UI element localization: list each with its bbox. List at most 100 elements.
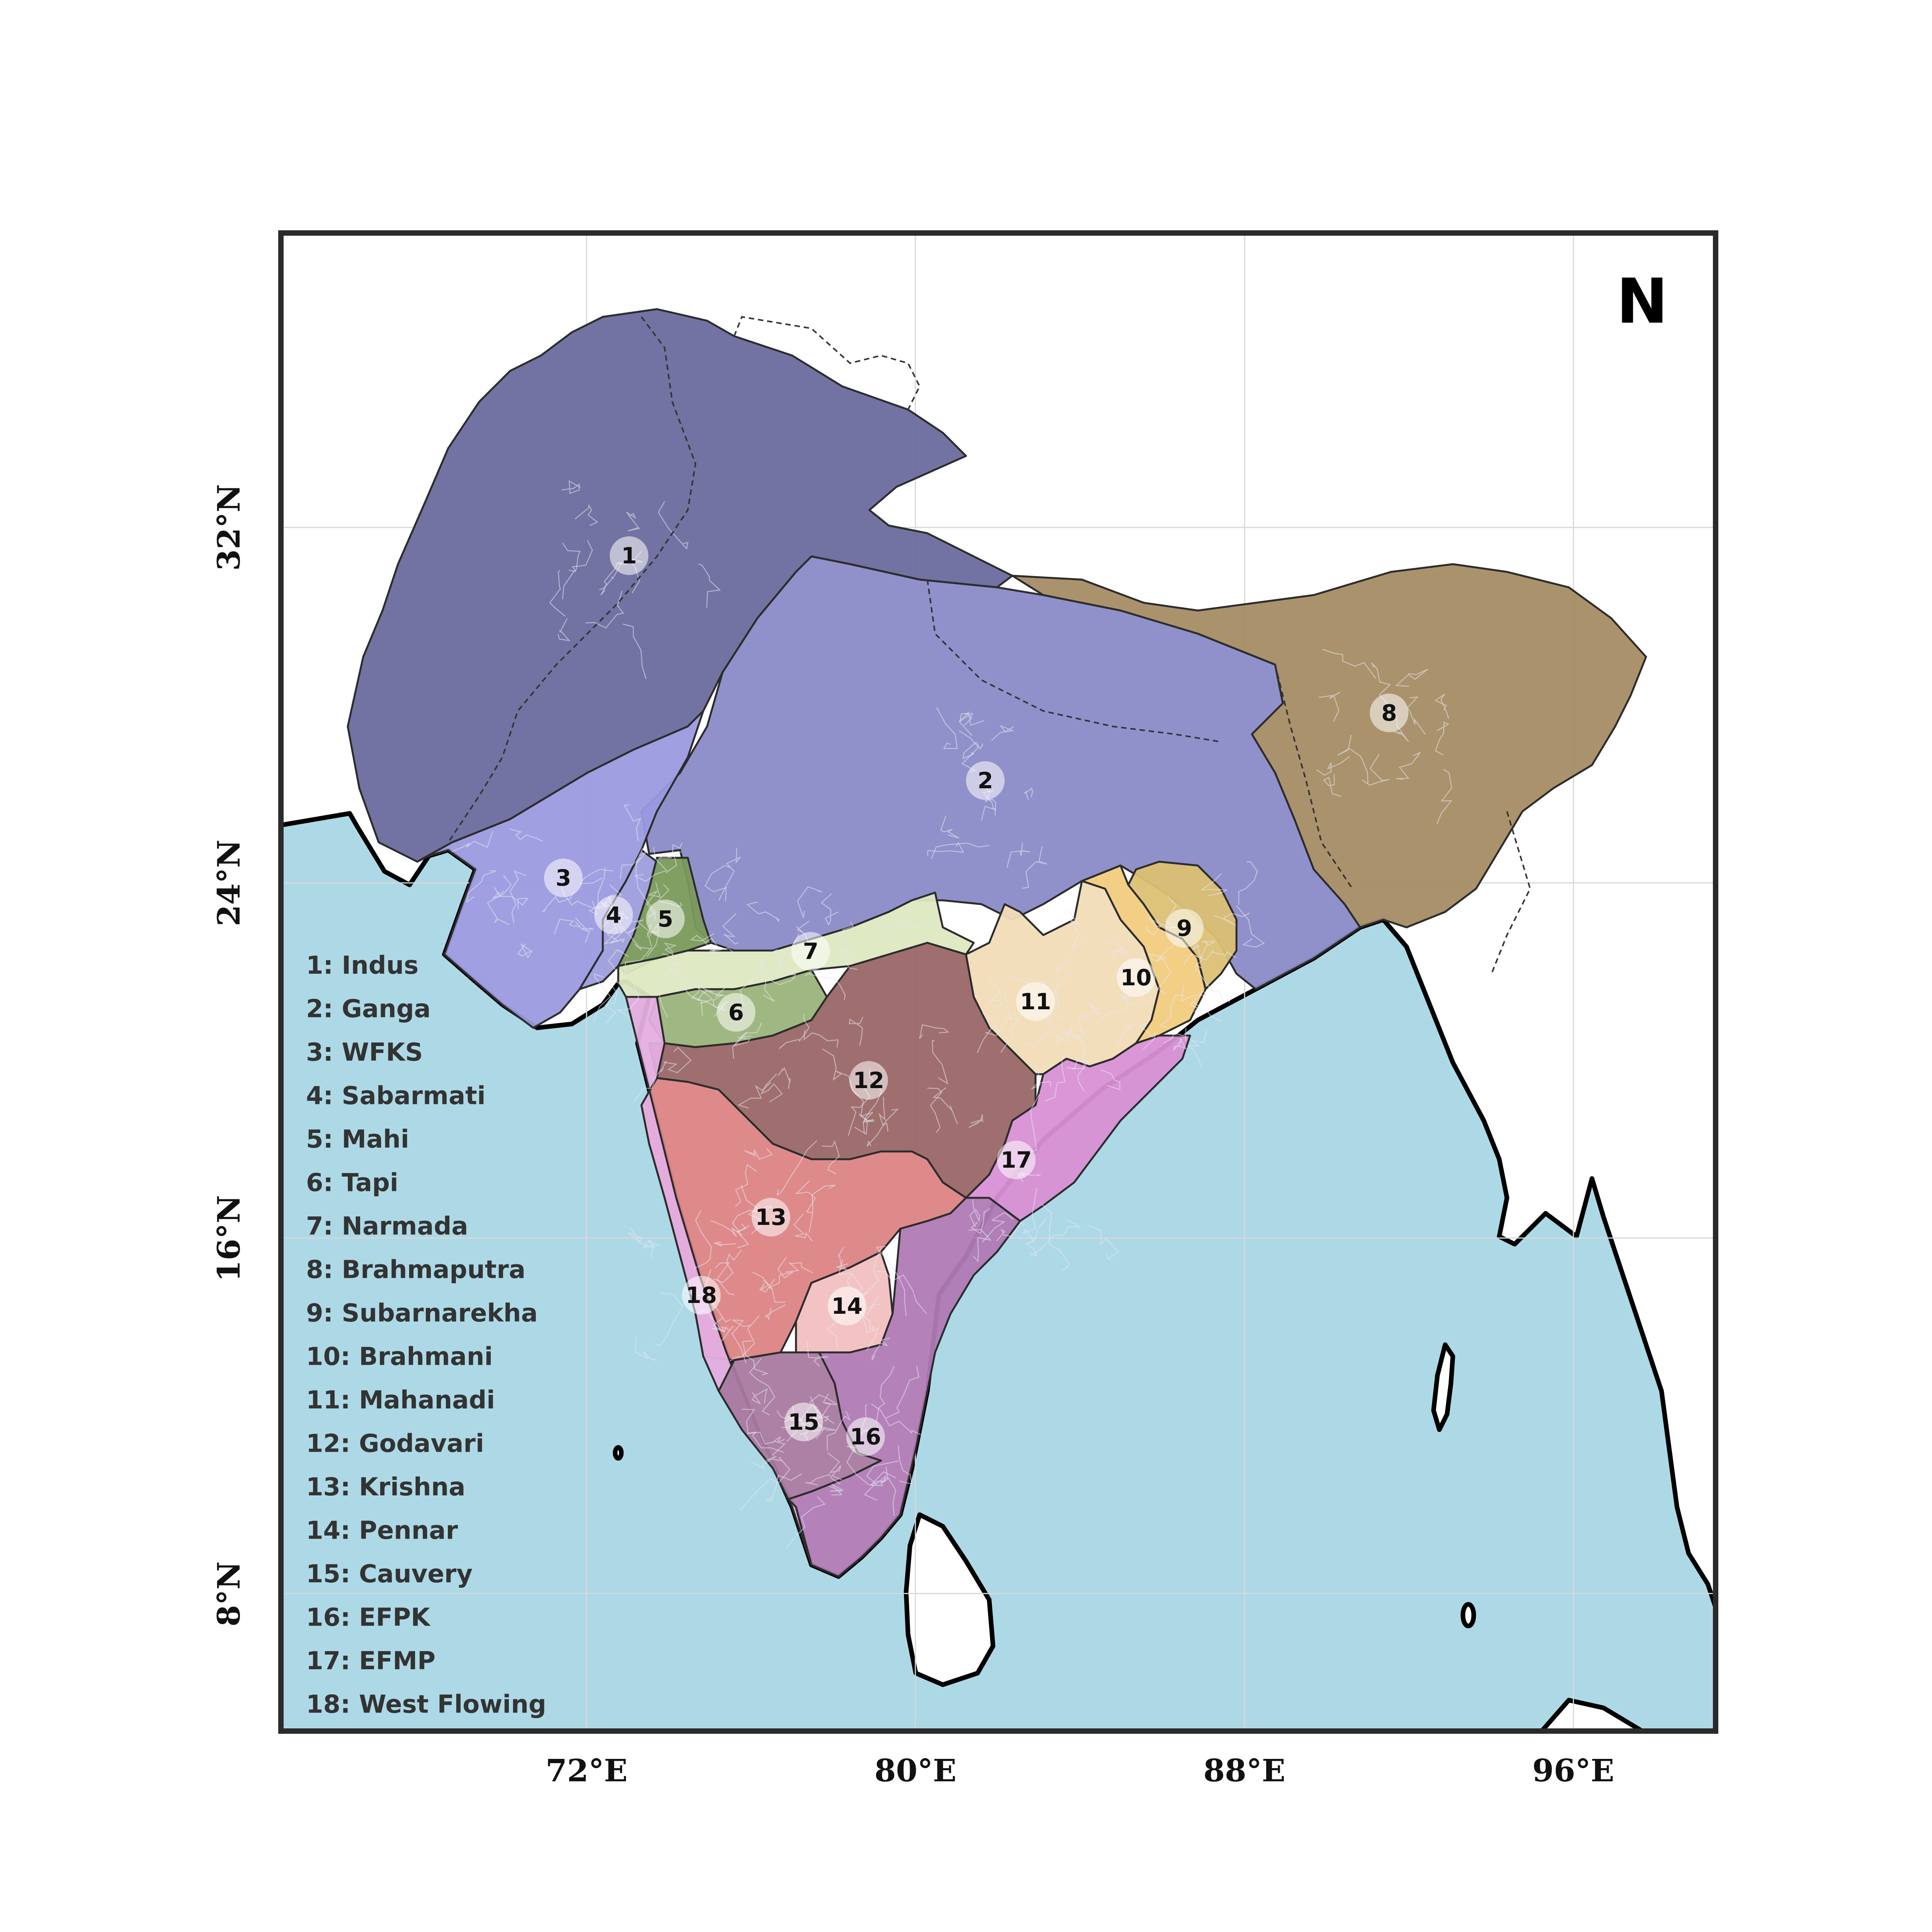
basin-marker-circle-8 [1370,694,1408,732]
river-line [849,1017,864,1046]
river-line [1362,754,1390,786]
river-line [705,937,740,959]
basin-marker-16: 16 [846,1417,885,1456]
river-line [732,1023,762,1059]
basin-marker-6: 6 [717,993,755,1032]
river-line [1194,949,1236,961]
river-line [797,886,822,919]
basin-marker-label-2: 2 [978,767,993,794]
river-line [862,1303,882,1351]
river-line [919,1024,950,1039]
basin-marker-label-8: 8 [1381,700,1397,726]
river-line [786,1496,826,1548]
river-line [1337,735,1369,784]
basin-marker-7: 7 [791,932,830,971]
basin-marker-17: 17 [997,1141,1036,1179]
river-line [634,1061,667,1102]
river-line [633,847,668,882]
river-line [1194,967,1232,1004]
basin-marker-label-11: 11 [1020,988,1051,1015]
lon-tick-label-0: 72°E [546,1752,628,1789]
legend-entry-18: 18: West Flowing [306,1690,546,1719]
basin-marker-circle-6 [717,993,755,1032]
river-line [898,1445,914,1485]
river-line [752,1388,768,1405]
river-line [930,842,990,859]
river-line [585,590,624,629]
river-line [836,949,857,960]
basin-marker-12: 12 [849,1061,888,1100]
basin-marker-label-13: 13 [755,1204,787,1230]
river-line [1406,696,1426,735]
river-line [615,983,639,1018]
river-line [871,1403,921,1435]
lat-tick-label-3: 8°N [211,1561,247,1627]
river-line [982,1212,1014,1243]
river-line [562,543,581,572]
river-line [1159,994,1185,1029]
river-line [628,1227,653,1259]
river-line [1044,1015,1070,1043]
river-line [553,918,582,935]
river-line [991,725,1015,741]
legend-entry-15: 15: Cauvery [306,1560,473,1588]
river-line [795,1180,816,1214]
river-line [561,480,581,494]
river-line [996,1221,1024,1242]
basin-marker-circle-14 [828,1287,866,1325]
river-line [806,1342,828,1367]
river-line [1117,1023,1136,1045]
river-line [549,570,566,617]
river-line [927,842,964,856]
river-line [658,501,689,550]
river-line [936,707,958,749]
basin-marker-2: 2 [966,761,1005,800]
basin-marker-14: 14 [828,1287,866,1325]
basin-marker-label-1: 1 [621,543,637,569]
river-line [1323,774,1342,797]
land-sri-lanka [904,1512,995,1687]
basin-marker-circle-3 [544,859,583,897]
basin-marker-circle-7 [791,932,830,971]
river-line [940,815,959,839]
basin-marker-9: 9 [1165,909,1204,947]
legend-entry-1: 1: Indus [306,951,418,980]
legend-entry-11: 11: Mahanadi [306,1386,495,1415]
river-line [834,946,858,970]
lat-tick-label-2: 16°N [211,1195,247,1282]
river-line [730,1315,760,1362]
river-line [1026,1218,1046,1257]
river-line [1044,1051,1070,1102]
river-line [509,828,543,842]
river-line [1173,1038,1187,1051]
river-line [1188,1030,1208,1068]
basin-marker-circle-13 [752,1198,790,1236]
basin-marker-label-17: 17 [1001,1147,1032,1173]
land-nicobar-islands [1461,1602,1476,1628]
basin-marker-5: 5 [646,900,685,938]
river-line [575,504,599,526]
river-line [1006,842,1031,868]
river-line [822,1048,848,1081]
basin-marker-label-10: 10 [1121,964,1152,991]
river-line [833,922,854,944]
river-line [881,921,918,929]
legend-entry-6: 6: Tapi [306,1169,398,1197]
river-line [864,1460,899,1501]
river-line [622,623,647,679]
river-line [509,870,527,923]
lat-tick-label-0: 32°N [211,484,247,571]
river-line [541,891,575,913]
basin-marker-circle-16 [846,1417,885,1456]
river-line [712,1317,733,1342]
river-line [704,865,731,901]
river-line [876,1271,927,1315]
legend-entry-12: 12: Godavari [306,1430,484,1458]
river-line [593,973,611,1022]
river-line [619,852,646,879]
lon-tick-label-3: 96°E [1532,1752,1614,1789]
river-line [1148,953,1172,995]
basin-marker-label-9: 9 [1177,915,1192,941]
